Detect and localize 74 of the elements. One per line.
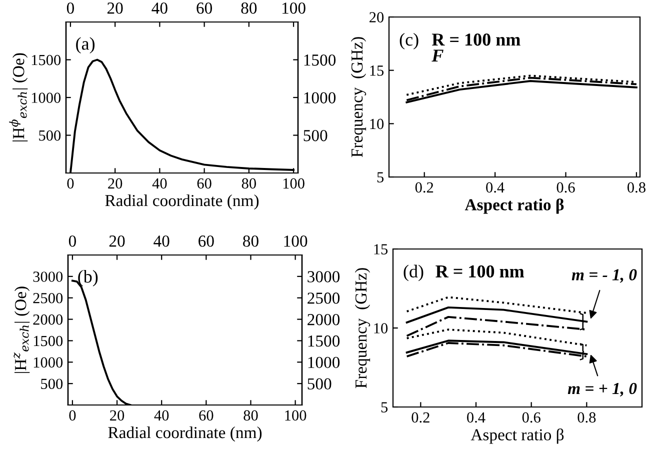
y-axis-title: |H$^{ϕ}$$_{exch}$| (Oe): [9, 53, 28, 142]
y-tick-label: 3000: [33, 272, 63, 282]
y-tick-label: 1500: [32, 54, 61, 66]
y-tick-label: 15: [370, 66, 384, 76]
x-tick-label: 40: [152, 178, 167, 189]
x2-tick-label: 20: [107, 2, 123, 14]
annotation: (d): [404, 264, 424, 282]
x-tick-label: 20: [110, 410, 124, 421]
x-tick-label: 100: [285, 410, 306, 421]
annotation: m = + 1, 0: [568, 382, 637, 397]
y-tick-label: 1000: [34, 357, 63, 368]
x-axis-title: Aspect ratio β: [470, 428, 564, 444]
y-tick-label: 500: [39, 130, 61, 141]
y-tick-label: 2000: [33, 314, 63, 325]
x2-tick-label: 0: [66, 2, 74, 14]
y2-tick-label: 500: [304, 130, 328, 142]
x-tick-label: 0.8: [628, 182, 646, 193]
x-tick-label: 0: [67, 178, 74, 189]
x2-tick-label: 80: [243, 236, 258, 247]
annotation: F: [432, 50, 444, 62]
y2-tick-label: 1000: [308, 356, 340, 368]
y-axis-title: |H$^{z}$$_{exch}$| (Oe): [14, 286, 30, 373]
x-tick-label: 0.8: [578, 412, 596, 423]
annotation: R = 100 nm: [432, 34, 520, 46]
annotation: m = - 1, 0: [572, 269, 637, 283]
y2-tick-label: 1000: [304, 92, 336, 104]
y-tick-label: 5: [381, 402, 388, 412]
x2-tick-label: 40: [154, 236, 170, 247]
x-tick-label: 0.6: [556, 182, 575, 193]
x-tick-label: 0: [69, 410, 76, 421]
x2-tick-label: 40: [152, 2, 168, 14]
y-tick-label: 10: [374, 323, 388, 334]
annotation: (b): [78, 270, 98, 286]
y-axis-title: Frequency (GHz): [350, 37, 366, 158]
x-tick-label: 20: [108, 178, 122, 189]
annotation: (a): [76, 37, 95, 54]
y-tick-label: 1000: [32, 92, 61, 103]
x-tick-label: 40: [154, 410, 169, 421]
annotation: R = 100 nm: [436, 265, 524, 278]
x2-tick-label: 100: [282, 2, 306, 14]
y-tick-label: 2500: [33, 293, 63, 304]
x2-tick-label: 80: [241, 2, 257, 14]
y2-tick-label: 2000: [308, 314, 340, 326]
x-axis-title: Radial coordinate (nm): [105, 194, 259, 210]
y-tick-label: 15: [374, 244, 388, 254]
x2-tick-label: 100: [284, 236, 308, 247]
x-tick-label: 0.6: [522, 412, 540, 423]
x-tick-label: 0.2: [415, 182, 434, 193]
y-axis-title: Frequency (GHz): [354, 268, 370, 388]
y-tick-label: 1500: [34, 336, 63, 346]
x-tick-label: 0.4: [486, 182, 504, 193]
x-tick-label: 0.4: [467, 412, 486, 423]
x2-tick-label: 0: [68, 236, 76, 247]
x-axis-title: Radial coordinate (nm): [108, 426, 262, 442]
y-tick-label: 10: [370, 118, 384, 130]
x2-tick-label: 20: [109, 236, 125, 247]
x2-tick-label: 60: [198, 236, 214, 247]
y2-tick-label: 500: [308, 378, 332, 390]
x-tick-label: 60: [199, 410, 214, 421]
x-axis-title: Aspect ratio β: [464, 198, 564, 214]
x-tick-label: 60: [197, 178, 212, 189]
x-tick-label: 80: [242, 178, 256, 189]
x-tick-label: 80: [244, 410, 258, 421]
x-tick-label: 0.2: [412, 412, 430, 423]
x2-tick-label: 60: [196, 2, 212, 14]
y-tick-label: 5: [377, 172, 384, 182]
x-tick-label: 100: [283, 178, 304, 189]
y2-tick-label: 2500: [308, 292, 340, 304]
y2-tick-label: 1500: [308, 335, 340, 347]
y-tick-label: 20: [370, 12, 384, 22]
annotation: (c): [400, 33, 418, 50]
y2-tick-label: 3000: [308, 271, 340, 282]
y-tick-label: 500: [41, 378, 63, 390]
y2-tick-label: 1500: [304, 54, 336, 66]
